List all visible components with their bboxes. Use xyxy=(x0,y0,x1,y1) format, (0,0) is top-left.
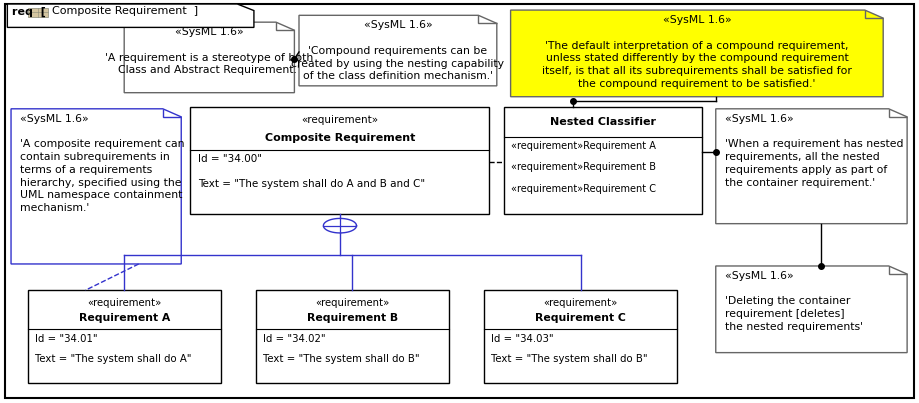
FancyBboxPatch shape xyxy=(28,290,221,383)
Text: «SysML 1.6»

'The default interpretation of a compound requirement,
unless state: «SysML 1.6» 'The default interpretation … xyxy=(541,15,851,89)
Polygon shape xyxy=(510,10,882,97)
FancyBboxPatch shape xyxy=(255,290,448,383)
Text: req  [: req [ xyxy=(12,6,46,17)
Text: Id = "34.01": Id = "34.01" xyxy=(35,334,97,344)
Text: «SysML 1.6»

'Compound requirements can be
created by using the nesting capabili: «SysML 1.6» 'Compound requirements can b… xyxy=(291,20,504,81)
Polygon shape xyxy=(11,109,181,264)
Text: «requirement»: «requirement» xyxy=(543,298,617,307)
Polygon shape xyxy=(7,4,254,27)
Text: Text = "The system shall do A and B and C": Text = "The system shall do A and B and … xyxy=(198,179,425,189)
FancyBboxPatch shape xyxy=(28,8,48,17)
Polygon shape xyxy=(715,109,906,224)
Text: «requirement»: «requirement» xyxy=(301,116,378,125)
Text: Composite Requirement: Composite Requirement xyxy=(265,133,414,143)
Text: Text = "The system shall do B": Text = "The system shall do B" xyxy=(491,354,647,364)
Polygon shape xyxy=(299,15,496,86)
FancyBboxPatch shape xyxy=(483,290,676,383)
Polygon shape xyxy=(715,266,906,353)
Text: Text = "The system shall do A": Text = "The system shall do A" xyxy=(35,354,191,364)
Text: Requirement B: Requirement B xyxy=(306,313,398,323)
Text: «requirement»: «requirement» xyxy=(87,298,161,307)
Text: «requirement»: «requirement» xyxy=(315,298,389,307)
Text: «SysML 1.6»

'When a requirement has nested
requirements, all the nested
require: «SysML 1.6» 'When a requirement has nest… xyxy=(724,114,902,188)
Text: Text = "The system shall do B": Text = "The system shall do B" xyxy=(263,354,419,364)
FancyBboxPatch shape xyxy=(5,4,913,398)
Text: «SysML 1.6»

'A requirement is a stereotype of both
Class and Abstract Requireme: «SysML 1.6» 'A requirement is a stereoty… xyxy=(105,27,313,75)
Text: Id = "34.00": Id = "34.00" xyxy=(198,154,262,164)
Text: «requirement»Requirement C: «requirement»Requirement C xyxy=(510,184,655,193)
FancyBboxPatch shape xyxy=(190,107,489,214)
Text: «requirement»Requirement A: «requirement»Requirement A xyxy=(510,141,654,151)
Text: Id = "34.02": Id = "34.02" xyxy=(263,334,325,344)
Text: Nested Classifier: Nested Classifier xyxy=(550,117,655,127)
Text: Id = "34.03": Id = "34.03" xyxy=(491,334,553,344)
FancyBboxPatch shape xyxy=(504,107,701,214)
Text: «requirement»Requirement B: «requirement»Requirement B xyxy=(510,162,655,172)
Text: «SysML 1.6»

'Deleting the container
requirement [deletes]
the nested requiremen: «SysML 1.6» 'Deleting the container requ… xyxy=(724,271,862,332)
Polygon shape xyxy=(124,22,294,93)
Text: Requirement A: Requirement A xyxy=(78,313,170,323)
Text: Composite Requirement  ]: Composite Requirement ] xyxy=(52,6,199,17)
Text: Requirement C: Requirement C xyxy=(535,313,625,323)
Text: «SysML 1.6»

'A composite requirement can
contain subrequirements in
terms of a : «SysML 1.6» 'A composite requirement can… xyxy=(20,114,185,213)
